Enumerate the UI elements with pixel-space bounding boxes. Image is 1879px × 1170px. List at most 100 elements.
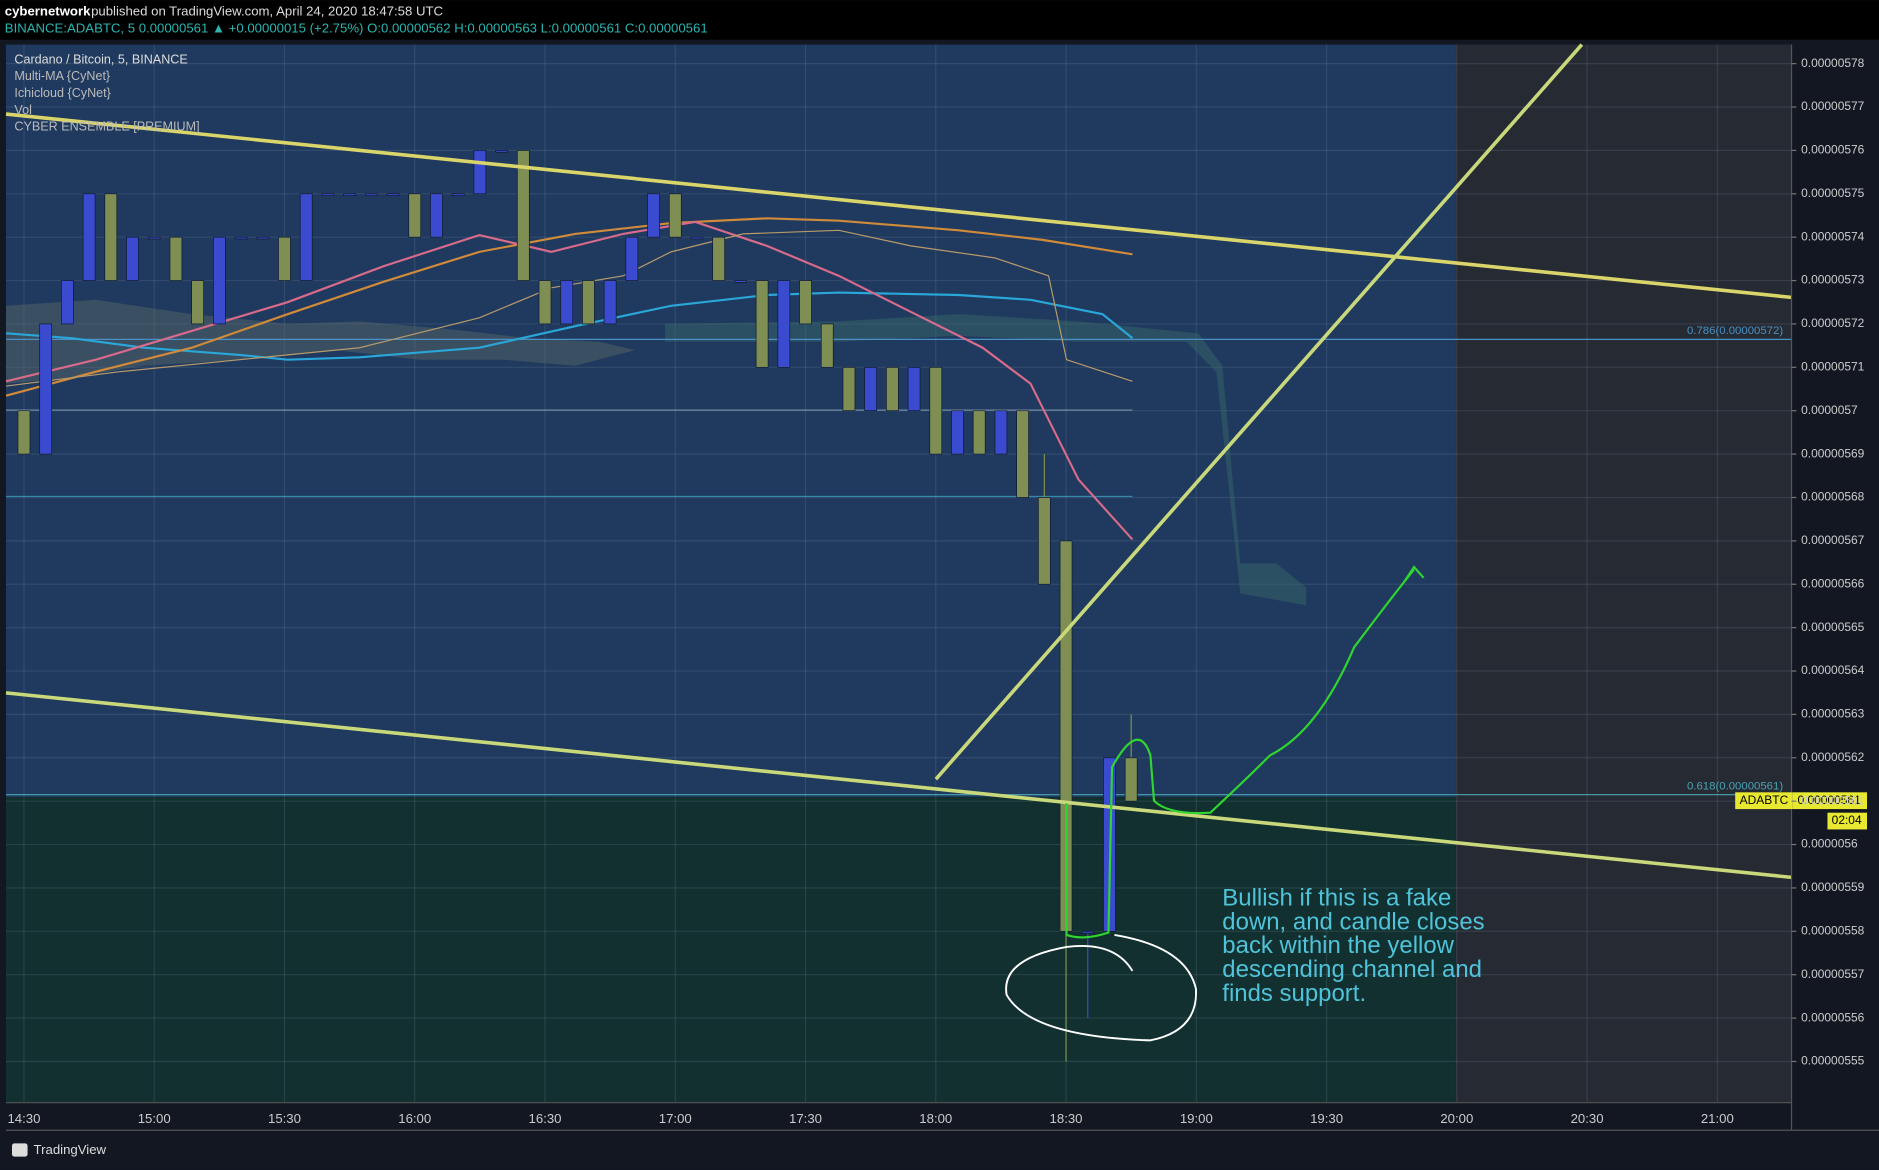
drawn-circle bbox=[1005, 933, 1197, 1042]
ma-line bbox=[5, 291, 1134, 361]
quote: BINANCE:ADABTC, 5 0.00000561 ▲ +0.000000… bbox=[5, 20, 708, 35]
x-tick-label: 19:00 bbox=[1180, 1111, 1213, 1126]
candle-body bbox=[126, 236, 139, 281]
y-tick-label: 0.00000559 bbox=[1801, 880, 1865, 894]
candle-body bbox=[104, 193, 118, 281]
y-tick-label: 0.00000578 bbox=[1801, 56, 1865, 70]
candle-body bbox=[929, 366, 943, 455]
footer-brand: TradingView bbox=[34, 1142, 107, 1157]
zone-future bbox=[1455, 44, 1792, 1103]
candle-body bbox=[364, 193, 378, 196]
legend-item: Multi-MA {CyNet} bbox=[14, 69, 110, 83]
candle-body bbox=[1124, 757, 1138, 802]
candle-body bbox=[820, 323, 834, 368]
y-tick-label: 0.00000566 bbox=[1801, 576, 1865, 590]
candle-body bbox=[690, 236, 704, 240]
candle-body bbox=[82, 193, 96, 281]
symbol-tag bbox=[1735, 792, 1793, 810]
candle-body bbox=[473, 150, 487, 195]
candle-body bbox=[386, 193, 400, 196]
y-tick-label: 0.00000558 bbox=[1801, 923, 1865, 937]
y-tick-label: 0.00000556 bbox=[1801, 1010, 1865, 1024]
candle-body bbox=[451, 193, 465, 196]
brand-icon bbox=[11, 1143, 28, 1157]
published: published on TradingView.com, April 24, … bbox=[91, 4, 443, 19]
drawn-arrow bbox=[1065, 568, 1415, 939]
x-tick-label: 20:30 bbox=[1571, 1111, 1604, 1126]
candles bbox=[17, 150, 1138, 1062]
legend-item: Cardano / Bitcoin, 5, BINANCE bbox=[14, 52, 187, 66]
y-tick-label: 0.00000562 bbox=[1801, 750, 1865, 764]
y-tick-label: 0.00000577 bbox=[1801, 99, 1865, 113]
candle-body bbox=[39, 323, 53, 455]
candle-body bbox=[191, 280, 204, 325]
annotation-line: back within the yellow bbox=[1222, 932, 1454, 959]
symbol-tag-text: ADABTC bbox=[1740, 793, 1789, 807]
y-tick-label: 0.00000557 bbox=[1801, 967, 1865, 981]
zone-upper bbox=[5, 44, 1456, 798]
x-tick-label: 21:00 bbox=[1701, 1111, 1734, 1126]
publisher: cybernetwork bbox=[5, 4, 91, 19]
y-tick-label: 0.00000564 bbox=[1801, 663, 1865, 677]
legend-item: CYBER ENSEMBLE [PREMIUM] bbox=[14, 120, 199, 134]
candle-body bbox=[864, 366, 878, 412]
fib-label: 0.786(0.00000572) bbox=[1687, 325, 1783, 337]
x-tick-label: 17:00 bbox=[659, 1111, 692, 1126]
legend-item: Vol bbox=[14, 103, 32, 117]
candle-body bbox=[169, 236, 183, 281]
candle-body bbox=[1081, 930, 1095, 934]
candle-body bbox=[907, 366, 921, 412]
candle-body bbox=[972, 410, 986, 455]
countdown-tag bbox=[1827, 812, 1868, 830]
candle-body bbox=[647, 193, 660, 238]
y-tick-label: 0.00000573 bbox=[1801, 273, 1865, 287]
x-tick-label: 15:30 bbox=[268, 1111, 301, 1126]
candle-body bbox=[799, 280, 812, 325]
candle-body bbox=[625, 236, 639, 281]
y-tick-label: 0.00000574 bbox=[1801, 229, 1865, 243]
y-tick-label: 0.0000057 bbox=[1801, 403, 1858, 417]
annotation-line: Bullish if this is a fake bbox=[1222, 884, 1451, 911]
candle-body bbox=[147, 236, 161, 240]
x-tick-label: 19:30 bbox=[1310, 1111, 1343, 1126]
candle-body bbox=[560, 280, 574, 325]
candle-body bbox=[516, 150, 530, 281]
candle-body bbox=[61, 280, 74, 325]
y-tick-label: 0.00000572 bbox=[1801, 316, 1865, 330]
candle-body bbox=[495, 150, 508, 153]
candle-body bbox=[582, 280, 595, 325]
y-tick-label: 0.00000575 bbox=[1801, 186, 1865, 200]
candle-body bbox=[951, 410, 964, 455]
ichimoku-cloud bbox=[5, 299, 636, 384]
candle-body bbox=[886, 366, 899, 412]
trend-line bbox=[5, 691, 1792, 880]
fib-label: 0.618(0.00000561) bbox=[1687, 780, 1783, 792]
annotation-line: descending channel and bbox=[1222, 956, 1482, 983]
trend-line bbox=[5, 112, 1792, 300]
y-tick-label: 0.00000555 bbox=[1801, 1054, 1865, 1068]
candle-body bbox=[1037, 497, 1051, 585]
trend-line bbox=[934, 43, 1584, 781]
y-tick-label: 0.0000056 bbox=[1801, 837, 1858, 851]
y-tick-label: 0.00000567 bbox=[1801, 533, 1865, 547]
x-tick-label: 20:00 bbox=[1440, 1111, 1473, 1126]
arrow-head bbox=[1403, 565, 1425, 583]
x-tick-label: 15:00 bbox=[138, 1111, 171, 1126]
ichimoku-line bbox=[5, 229, 1133, 387]
candle-body bbox=[408, 193, 422, 238]
candle-body bbox=[842, 366, 856, 412]
y-tick-label: 0.00000563 bbox=[1801, 707, 1865, 721]
x-tick-label: 17:30 bbox=[789, 1111, 822, 1126]
x-tick-label: 16:00 bbox=[398, 1111, 431, 1126]
candle-body bbox=[430, 193, 443, 238]
y-tick-label: 0.00000576 bbox=[1801, 143, 1865, 157]
candle-body bbox=[17, 410, 31, 455]
candle-body bbox=[321, 193, 335, 196]
header-bar bbox=[0, 0, 1879, 40]
candle-body bbox=[256, 236, 270, 240]
zone-lower bbox=[5, 797, 1456, 1103]
candle-body bbox=[603, 280, 617, 325]
candle-body bbox=[234, 236, 248, 240]
countdown-text: 02:04 bbox=[1832, 813, 1862, 827]
candle-body bbox=[994, 410, 1008, 455]
